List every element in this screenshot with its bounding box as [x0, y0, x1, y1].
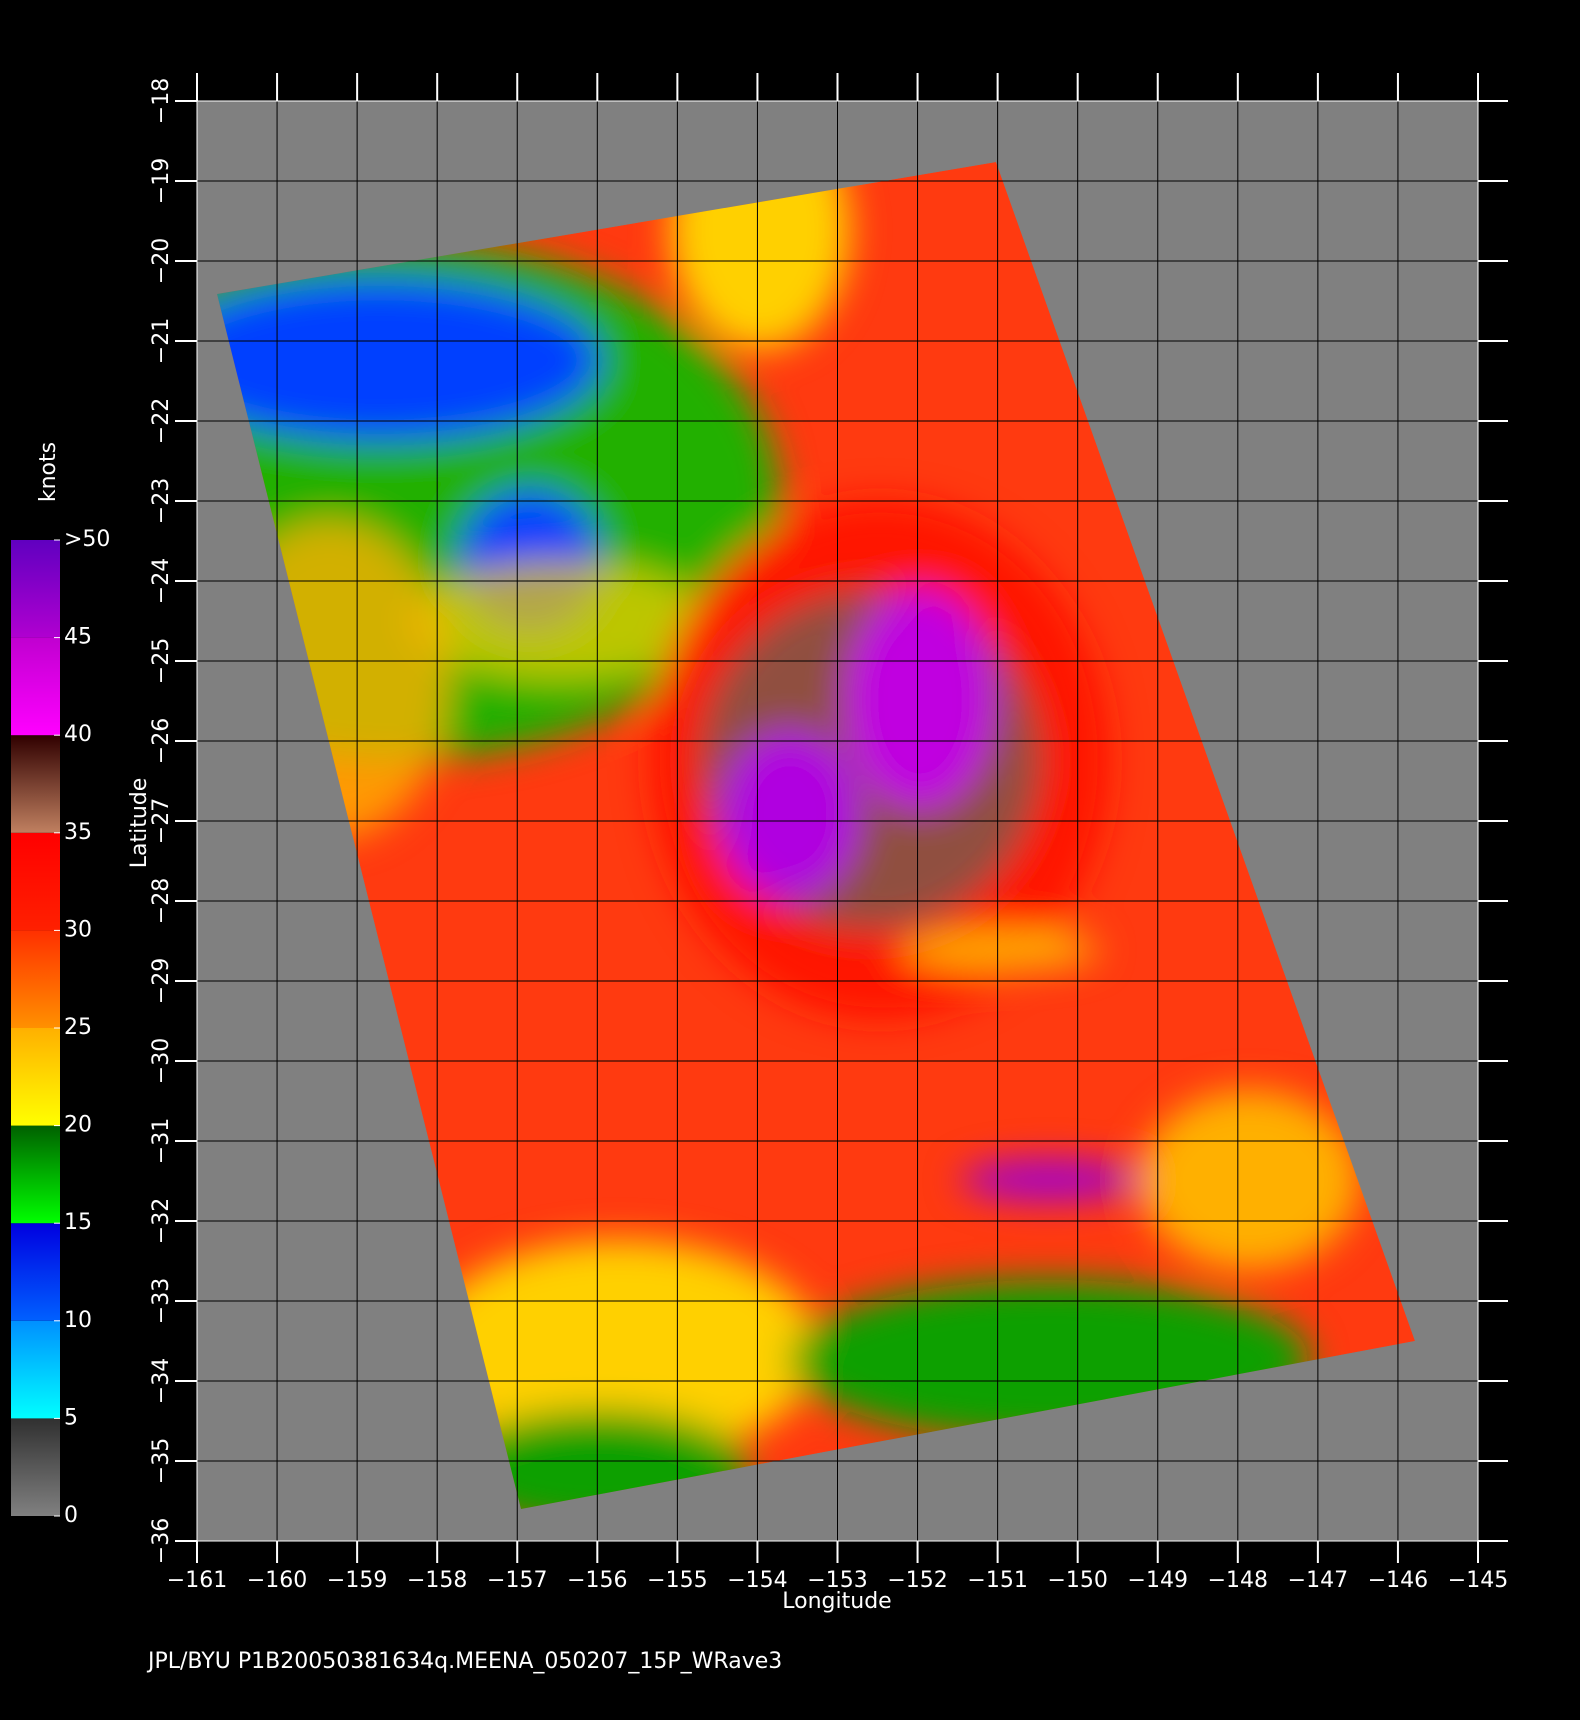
colorbar-band: [11, 930, 60, 1028]
x-tick-label: −154: [727, 1568, 787, 1593]
colorbar-tick-label: 5: [64, 1405, 78, 1430]
colorbar-tick-label: 30: [64, 917, 92, 942]
x-tick-label: −149: [1128, 1568, 1188, 1593]
y-tick-label: −22: [149, 398, 174, 444]
colorbar-band: [11, 1320, 60, 1419]
y-tick-label: −28: [149, 878, 174, 924]
y-tick-label: −19: [149, 158, 174, 204]
y-tick-label: −35: [149, 1438, 174, 1484]
colorbar-band: [11, 540, 60, 638]
y-tick-label: −30: [149, 1038, 174, 1084]
y-tick-label: −32: [149, 1198, 174, 1244]
x-tick-label: −150: [1047, 1568, 1107, 1593]
y-tick-label: −21: [149, 318, 174, 364]
y-tick-label: −34: [149, 1358, 174, 1404]
colorbar-band: [11, 1125, 60, 1224]
colorbar-band: [11, 1028, 60, 1126]
y-tick-label: −23: [149, 478, 174, 524]
x-axis-label: Longitude: [782, 1589, 891, 1614]
x-tick-label: −160: [247, 1568, 307, 1593]
y-tick-label: −31: [149, 1118, 174, 1164]
colorbar-tick-label: >50: [64, 527, 110, 552]
colorbar-band: [11, 735, 60, 833]
colorbar-tick-label: 10: [64, 1308, 92, 1333]
colorbar-label: knots: [36, 442, 61, 502]
y-tick-label: −24: [149, 558, 174, 604]
colorbar-band: [11, 1418, 60, 1516]
x-tick-label: −158: [407, 1568, 467, 1593]
colorbar-band: [11, 832, 60, 931]
y-tick-label: −33: [149, 1278, 174, 1324]
x-tick-label: −159: [327, 1568, 387, 1593]
x-tick-label: −151: [967, 1568, 1027, 1593]
colorbar-tick-label: 25: [64, 1015, 92, 1040]
y-tick-label: −20: [149, 238, 174, 284]
colorbar-tick-label: 20: [64, 1113, 92, 1138]
y-tick-label: −26: [149, 718, 174, 764]
colorbar-tick-label: 15: [64, 1210, 92, 1235]
y-tick-label: −27: [149, 798, 174, 844]
x-tick-label: −146: [1368, 1568, 1428, 1593]
y-tick-label: −25: [149, 638, 174, 684]
x-tick-label: −157: [487, 1568, 547, 1593]
y-tick-label: −29: [149, 958, 174, 1004]
x-tick-label: −155: [647, 1568, 707, 1593]
colorbar-tick-label: 40: [64, 722, 92, 747]
x-tick-label: −148: [1208, 1568, 1268, 1593]
x-tick-label: −161: [167, 1568, 227, 1593]
colorbar-band: [11, 637, 60, 736]
x-tick-label: −145: [1448, 1568, 1508, 1593]
x-tick-label: −147: [1288, 1568, 1348, 1593]
y-tick-label: −36: [149, 1518, 174, 1564]
x-tick-label: −152: [887, 1568, 947, 1593]
wind-swath: [217, 162, 1415, 1509]
colorbar-tick-label: 35: [64, 820, 92, 845]
plot-frame: [196, 100, 1479, 1542]
chart-title: JPL/BYU P1B20050381634q.MEENA_050207_15P…: [146, 1649, 782, 1674]
y-axis-label: Latitude: [127, 778, 152, 869]
x-tick-label: −153: [807, 1568, 867, 1593]
x-tick-label: −156: [567, 1568, 627, 1593]
colorbar-tick-label: 0: [64, 1503, 78, 1528]
colorbar-tick-label: 45: [64, 625, 92, 650]
y-tick-label: −18: [149, 78, 174, 124]
colorbar-band: [11, 1223, 60, 1321]
